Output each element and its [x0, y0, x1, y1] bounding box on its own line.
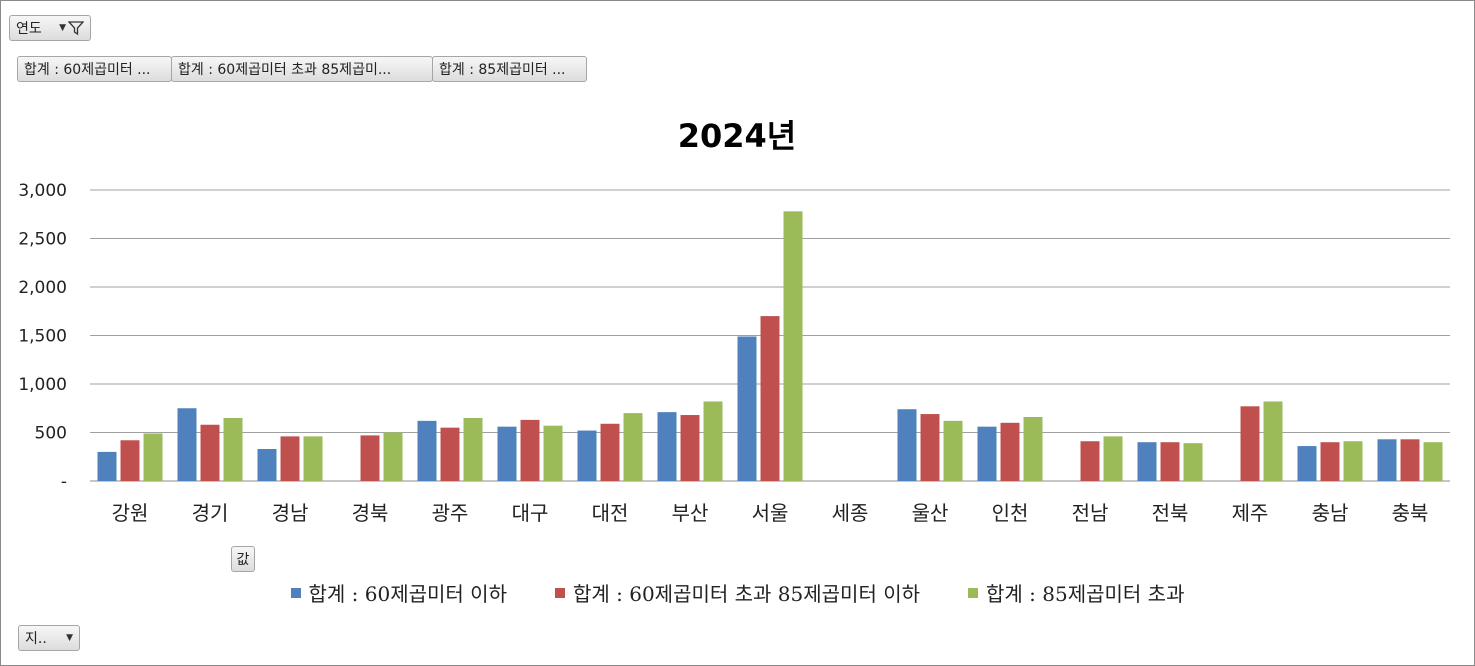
filter-icon: [68, 21, 84, 36]
value-field-button-1[interactable]: 합계 : 60제곱미터 ...: [17, 56, 172, 82]
values-button[interactable]: 값: [231, 546, 255, 572]
legend-label-2: 합계 : 60제곱미터 초과 85제곱미터 이하: [572, 582, 921, 606]
legend-label-3: 합계 : 85제곱미터 초과: [986, 582, 1185, 606]
legend-item-2: 합계 : 60제곱미터 초과 85제곱미터 이하: [554, 578, 921, 607]
chevron-down-icon: ▼: [66, 633, 73, 643]
value-field-button-2[interactable]: 합계 : 60제곱미터 초과 85제곱미...: [171, 56, 433, 82]
value-field-button-3[interactable]: 합계 : 85제곱미터 ...: [432, 56, 587, 82]
axis-field-label: 지..: [25, 631, 47, 647]
axis-field-button[interactable]: 지.. ▼: [18, 625, 80, 651]
legend: 합계 : 60제곱미터 이하 합계 : 60제곱미터 초과 85제곱미터 이하 …: [0, 578, 1475, 607]
year-filter-label: 연도: [16, 21, 42, 37]
value-field-label-3: 합계 : 85제곱미터 ...: [439, 62, 566, 78]
year-filter-button[interactable]: 연도 ▼: [9, 15, 91, 41]
legend-swatch-2: [554, 587, 565, 598]
legend-item-3: 합계 : 85제곱미터 초과: [968, 578, 1184, 607]
legend-item-1: 합계 : 60제곱미터 이하: [290, 578, 507, 607]
legend-label-1: 합계 : 60제곱미터 이하: [308, 582, 507, 606]
value-field-label-1: 합계 : 60제곱미터 ...: [24, 62, 151, 78]
values-button-label: 값: [236, 552, 250, 568]
legend-swatch-3: [968, 587, 979, 598]
value-field-label-2: 합계 : 60제곱미터 초과 85제곱미...: [178, 62, 392, 78]
chevron-down-icon: ▼: [59, 23, 66, 33]
legend-swatch-1: [290, 587, 301, 598]
